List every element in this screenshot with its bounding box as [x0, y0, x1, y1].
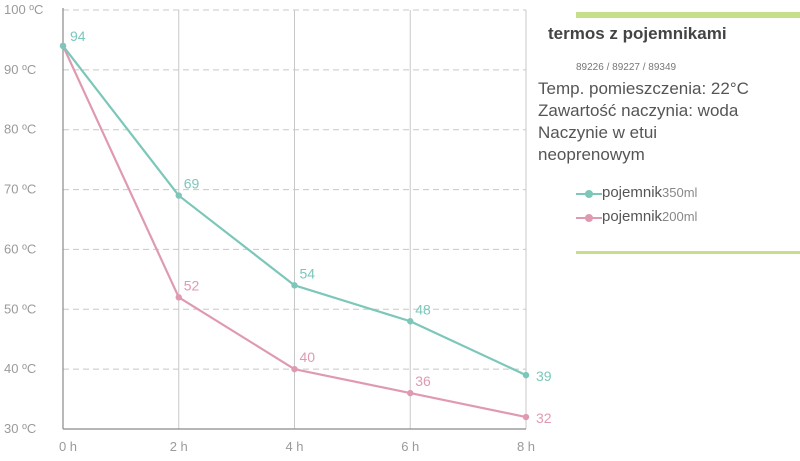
chart-axes: 30 ºC 40 ºC 50 ºC 60 ºC 70 ºC 80 ºC 90 ºC 100 º…	[4, 2, 535, 454]
legend-series-unit: 350ml	[662, 185, 698, 200]
data-label: 52	[184, 277, 200, 293]
x-tick-label: 2 h	[170, 439, 188, 454]
info-line-case-cont: neoprenowym	[538, 145, 645, 164]
data-point	[522, 371, 530, 379]
y-tick-label: 80 ºC	[4, 122, 36, 137]
y-tick-label: 50 ºC	[4, 301, 36, 316]
data-label: 54	[300, 265, 316, 281]
info-line-content: Zawartość naczynia: woda	[538, 101, 739, 120]
y-tick-label: 100 ºC	[4, 2, 43, 17]
chart-legend: pojemnik350ml pojemnik200ml	[576, 184, 776, 232]
data-label: 69	[184, 176, 200, 192]
data-point	[291, 282, 298, 289]
data-point	[175, 192, 182, 199]
info-line-case: Naczynie w etui	[538, 123, 658, 142]
y-tick-label: 90 ºC	[4, 62, 36, 77]
product-codes: 89226 / 89227 / 89349	[576, 62, 677, 73]
data-label: 48	[415, 301, 431, 317]
chart-grid	[63, 9, 527, 429]
data-label: 39	[536, 368, 552, 384]
data-label: 32	[536, 410, 552, 426]
data-point	[175, 294, 182, 301]
info-panel: termos z pojemnikami 89226 / 89227 / 893…	[536, 0, 800, 461]
data-point	[407, 318, 414, 325]
legend-series-unit: 200ml	[662, 209, 698, 224]
chart-labels: 94 69 54 48 39 52 40 36 32	[70, 28, 552, 426]
accent-bar-bottom	[576, 251, 800, 254]
data-label: 36	[415, 373, 431, 389]
product-title: termos z pojemnikami	[548, 24, 727, 43]
data-label: 40	[300, 349, 316, 365]
x-tick-label: 6 h	[401, 439, 419, 454]
legend-series-name: pojemnik	[602, 184, 663, 201]
data-point	[522, 413, 530, 421]
x-tick-label: 4 h	[285, 439, 303, 454]
data-point	[291, 365, 298, 373]
y-tick-label: 30 ºC	[4, 421, 36, 436]
y-tick-label: 40 ºC	[4, 361, 36, 376]
y-tick-label: 60 ºC	[4, 241, 36, 256]
data-point	[59, 42, 67, 50]
info-line-room-temp: Temp. pomieszczenia: 22°C	[538, 79, 749, 98]
legend-item-200ml: pojemnik200ml	[576, 208, 776, 232]
test-conditions: Temp. pomieszczenia: 22°C Zawartość nacz…	[538, 78, 800, 166]
chart-series	[59, 42, 530, 421]
data-point	[407, 389, 414, 397]
x-tick-label: 8 h	[517, 439, 535, 454]
y-tick-label: 70 ºC	[4, 182, 36, 197]
x-tick-label: 0 h	[59, 439, 77, 454]
legend-swatch-dot	[585, 214, 593, 222]
data-label: 94	[70, 28, 86, 44]
accent-bar-top	[576, 12, 800, 18]
legend-item-350ml: pojemnik350ml	[576, 184, 776, 208]
legend-series-name: pojemnik	[602, 208, 663, 225]
legend-swatch-dot	[585, 190, 593, 198]
